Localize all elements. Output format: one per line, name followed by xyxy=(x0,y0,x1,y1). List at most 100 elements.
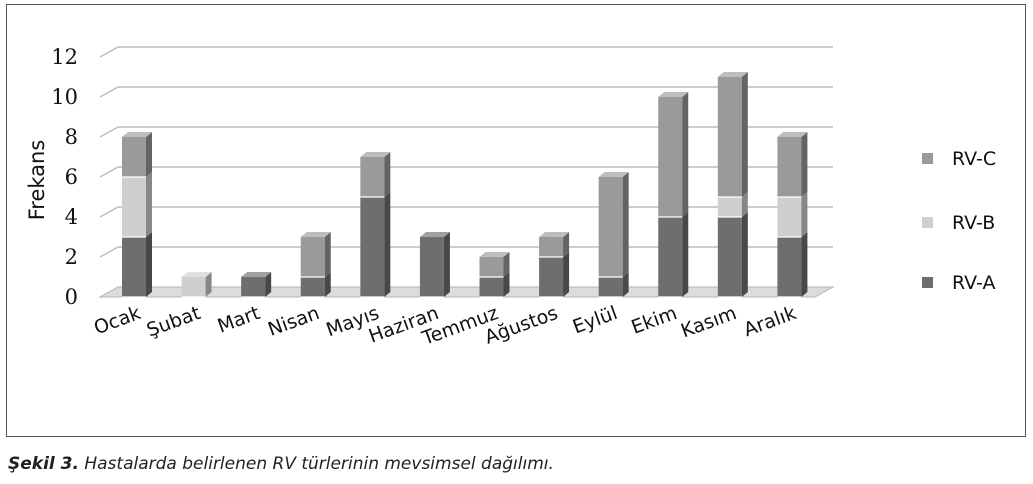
bar-side-rv-c xyxy=(682,92,689,217)
bar-segment-rv-c xyxy=(360,157,385,197)
bar-side-rv-a xyxy=(324,272,331,297)
bar-top xyxy=(479,252,510,257)
bar-segment-rv-c xyxy=(717,77,742,197)
bar-top xyxy=(300,232,331,237)
y-tick-label: 6 xyxy=(65,165,78,189)
bar-top xyxy=(122,132,152,137)
y-axis-ticks: 0 2 4 6 8 10 12 xyxy=(51,45,78,309)
x-tick-label: Ocak xyxy=(91,302,144,339)
bar-segment-rv-c xyxy=(539,237,564,257)
figure-caption: Şekil 3. Hastalarda belirlenen RV türler… xyxy=(8,454,554,474)
legend-swatch-rv-b xyxy=(922,217,933,228)
bar-side-rv-c xyxy=(324,232,331,277)
chart-frame xyxy=(6,4,1026,437)
chart-floor xyxy=(98,286,835,298)
x-axis-ticks: Ocak Şubat Mart Nisan MayısHaziranTemmuzAğus… xyxy=(91,302,799,350)
bar-top xyxy=(598,172,629,177)
y-tick-label: 2 xyxy=(65,245,78,269)
y-tick-label: 12 xyxy=(51,45,78,69)
legend-label-rv-b: RV-B xyxy=(952,212,995,234)
bar-segment-rv-a xyxy=(360,197,385,297)
bar-side-rv-b xyxy=(146,172,152,237)
bar-segment-rv-a xyxy=(419,237,444,297)
bar-top xyxy=(777,132,808,137)
floor-plane xyxy=(98,286,835,298)
caption-label: Şekil 3. xyxy=(8,454,79,474)
bar-side-rv-c xyxy=(741,72,748,197)
bar-side-rv-a xyxy=(503,272,510,297)
bar-segment-rv-c xyxy=(122,137,146,177)
y-tick-label: 8 xyxy=(65,125,78,149)
bar-side-rv-b xyxy=(741,192,748,217)
bar-segment-rv-c xyxy=(479,257,504,277)
bar-side-rv-a xyxy=(265,272,272,297)
legend-label-rv-a: RV-A xyxy=(952,272,995,294)
x-tick-label: Mart xyxy=(215,302,263,337)
gridline-slant xyxy=(99,126,119,138)
y-tick-label: 0 xyxy=(65,285,78,309)
bar-side-rv-c xyxy=(503,252,510,277)
bar-segment-rv-a xyxy=(479,277,504,297)
bar-side-rv-c xyxy=(146,132,152,177)
legend-label-rv-c: RV-C xyxy=(952,148,996,170)
bar-segment-rv-b xyxy=(181,277,206,297)
gridline-slant xyxy=(99,46,119,58)
y-tick-label: 10 xyxy=(51,85,78,109)
bar-side-rv-a xyxy=(801,232,808,297)
bar-side-rv-a xyxy=(622,272,629,297)
bar-segment-rv-b xyxy=(122,177,146,237)
bar-segment-rv-c xyxy=(598,177,623,277)
legend-swatch-rv-a xyxy=(922,277,933,288)
bar-segment-rv-a xyxy=(539,257,564,297)
gridline-slant xyxy=(99,206,119,218)
legend-swatch-rv-c xyxy=(922,153,933,164)
bars xyxy=(122,72,808,298)
bar-segment-rv-c xyxy=(658,97,683,217)
x-tick-label: Kasım xyxy=(678,302,740,342)
bar-side-rv-a xyxy=(146,232,152,297)
bar-top xyxy=(360,152,391,157)
bar-segment-rv-c xyxy=(300,237,325,277)
bar-top xyxy=(539,232,570,237)
y-axis-label: Frekans xyxy=(25,140,49,221)
y-tick-label: 4 xyxy=(65,205,78,229)
bar-top xyxy=(419,232,450,237)
bar-side-rv-c xyxy=(622,172,629,277)
x-tick-label: Ekim xyxy=(628,302,679,339)
x-tick-label: Aralık xyxy=(741,302,799,341)
x-tick-label: Şubat xyxy=(144,302,203,342)
bar-side-rv-a xyxy=(384,192,391,297)
bar-side-rv-a xyxy=(443,232,450,297)
bar-side-rv-c xyxy=(384,152,391,197)
bar-side-rv-b xyxy=(205,272,212,297)
bar-side-rv-c xyxy=(563,232,570,257)
gridline-slant xyxy=(99,86,119,98)
bar-side-rv-a xyxy=(682,212,689,297)
caption-text: Hastalarda belirlenen RV türlerinin mevs… xyxy=(84,454,554,474)
bar-segment-rv-c xyxy=(777,137,802,197)
bar-segment-rv-a xyxy=(717,217,742,297)
bar-top xyxy=(717,72,748,77)
bar-top xyxy=(658,92,689,97)
legend: RV-C RV-B RV-A xyxy=(922,148,996,294)
bar-segment-rv-a xyxy=(241,277,266,297)
x-tick-label: Eylül xyxy=(570,302,621,338)
bar-top xyxy=(241,272,272,277)
gridlines xyxy=(99,46,833,258)
bar-segment-rv-a xyxy=(777,237,802,297)
bar-segment-rv-b xyxy=(717,197,742,217)
x-tick-label: Nisan xyxy=(265,302,322,341)
bar-top xyxy=(181,272,212,277)
bar-segment-rv-a xyxy=(598,277,623,297)
bar-segment-rv-b xyxy=(777,197,802,237)
gridline-slant xyxy=(99,246,119,258)
bar-side-rv-c xyxy=(801,132,808,197)
bar-segment-rv-a xyxy=(300,277,325,297)
bar-side-rv-a xyxy=(563,252,570,297)
bar-side-rv-b xyxy=(801,192,808,237)
bar-side-rv-a xyxy=(741,212,748,297)
bar-segment-rv-a xyxy=(658,217,683,297)
gridline-slant xyxy=(99,166,119,178)
bar-segment-rv-a xyxy=(122,237,146,297)
